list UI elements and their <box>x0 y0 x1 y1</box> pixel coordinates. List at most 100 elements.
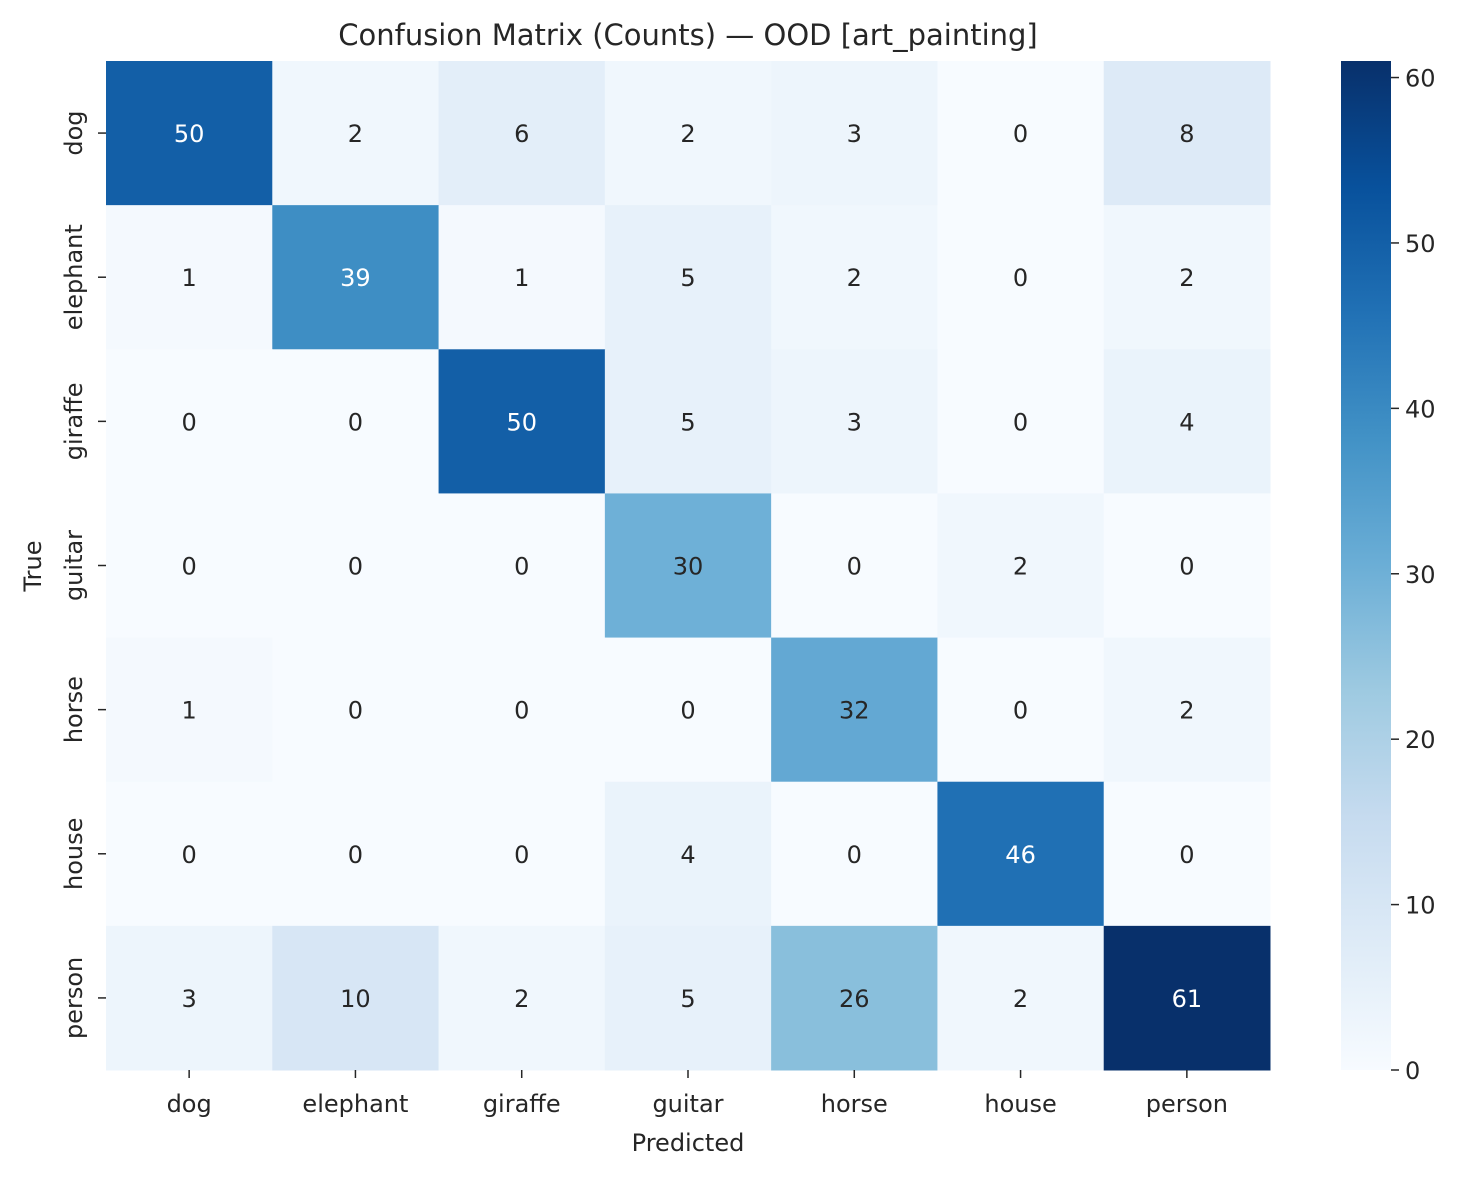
heatmap-cell <box>272 781 440 927</box>
heatmap-cell <box>771 493 938 639</box>
cell-value-label: 5 <box>680 408 695 436</box>
cell-value-label: 3 <box>847 408 862 436</box>
chart-title: Confusion Matrix (Counts) — OOD [art_pai… <box>338 18 1038 52</box>
y-tick-label: horse <box>60 676 88 743</box>
heatmap-cell <box>937 349 1105 494</box>
cell-value-label: 0 <box>348 697 363 725</box>
cell-value-label: 0 <box>348 841 363 869</box>
cell-value-label: 61 <box>1172 985 1203 1013</box>
heatmap-cell <box>272 349 440 494</box>
x-tick-label: guitar <box>652 1090 723 1118</box>
cell-value-label: 2 <box>680 120 695 148</box>
heatmap-cell <box>106 349 273 494</box>
cell-value-label: 0 <box>1013 408 1028 436</box>
heatmap-cell <box>438 781 606 927</box>
cell-value-label: 0 <box>1013 264 1028 292</box>
y-tick-label: giraffe <box>60 382 88 460</box>
heatmap-cell <box>937 493 1105 639</box>
y-axis-ticks: dog elephant giraffe guitar horse house person <box>60 110 106 1039</box>
cell-value-label: 26 <box>839 985 870 1013</box>
y-tick-label: house <box>60 818 88 890</box>
cell-value-label: 50 <box>506 408 537 436</box>
cell-value-label: 0 <box>1013 120 1028 148</box>
cell-value-label: 8 <box>1179 120 1194 148</box>
cell-value-label: 5 <box>680 264 695 292</box>
cell-value-label: 0 <box>514 697 529 725</box>
cell-value-label: 0 <box>680 697 695 725</box>
heatmap-cell <box>438 205 606 350</box>
cell-value-label: 0 <box>1013 697 1028 725</box>
cell-value-label: 2 <box>847 264 862 292</box>
heatmap-cell <box>272 493 440 639</box>
cell-value-label: 0 <box>514 553 529 581</box>
cell-value-label: 2 <box>1013 985 1028 1013</box>
cell-value-label: 0 <box>348 408 363 436</box>
heatmap-cell <box>272 205 440 350</box>
cell-value-label: 39 <box>340 264 371 292</box>
heatmap-cell <box>106 493 273 639</box>
cell-value-label: 0 <box>1179 553 1194 581</box>
cell-value-label: 2 <box>1179 697 1194 725</box>
cell-value-label: 2 <box>514 985 529 1013</box>
heatmap-cell <box>771 925 938 1071</box>
y-tick-label: elephant <box>60 224 88 330</box>
heatmap-cell <box>771 349 938 494</box>
cell-value-label: 0 <box>182 841 197 869</box>
x-tick-label: giraffe <box>483 1090 561 1118</box>
heatmap-cell <box>771 205 938 350</box>
y-tick-label: guitar <box>60 530 88 601</box>
cell-value-label: 0 <box>182 553 197 581</box>
cell-value-label: 2 <box>1179 264 1194 292</box>
cell-value-label: 6 <box>514 120 529 148</box>
heatmap-cell <box>604 781 772 927</box>
x-axis-label: Predicted <box>632 1129 745 1157</box>
colorbar-gradient <box>1341 61 1391 1070</box>
heatmap-cell <box>937 637 1105 783</box>
x-tick-label: house <box>984 1090 1056 1118</box>
heatmap-cell <box>1103 925 1271 1071</box>
cell-value-label: 1 <box>182 264 197 292</box>
cell-value-label: 30 <box>673 553 704 581</box>
heatmap-cell <box>272 925 440 1071</box>
cell-value-label: 3 <box>847 120 862 148</box>
heatmap-cell <box>438 61 606 206</box>
y-tick-label: dog <box>60 110 88 155</box>
cell-value-label: 0 <box>514 841 529 869</box>
heatmap-cell <box>438 637 606 783</box>
heatmap-cell <box>604 493 772 639</box>
cell-value-label: 4 <box>680 841 695 869</box>
heatmap-cell <box>771 61 938 206</box>
heatmap-cell <box>438 349 606 494</box>
cell-value-label: 1 <box>514 264 529 292</box>
cell-value-label: 0 <box>847 841 862 869</box>
cell-value-label: 50 <box>174 120 205 148</box>
cell-value-label: 0 <box>847 553 862 581</box>
colorbar-tick-label: 0 <box>1405 1057 1420 1085</box>
cell-value-label: 0 <box>348 553 363 581</box>
heatmap-cell <box>604 349 772 494</box>
cell-value-label: 2 <box>1013 553 1028 581</box>
heatmap-cell <box>771 781 938 927</box>
cell-value-label: 1 <box>182 697 197 725</box>
colorbar-tick-label: 10 <box>1405 892 1436 920</box>
heatmap-cell <box>604 61 772 206</box>
cell-value-label: 10 <box>340 985 371 1013</box>
heatmap-cell <box>937 61 1105 206</box>
x-tick-label: elephant <box>302 1090 408 1118</box>
colorbar-tick-label: 20 <box>1405 726 1436 754</box>
cell-value-label: 3 <box>182 985 197 1013</box>
heatmap-cell <box>106 205 273 350</box>
colorbar-tick-label: 50 <box>1405 230 1436 258</box>
colorbar-tick-label: 40 <box>1405 395 1436 423</box>
heatmap-cell <box>1103 349 1271 494</box>
cell-value-label: 5 <box>680 985 695 1013</box>
heatmap-cell <box>1103 493 1271 639</box>
cell-value-label: 32 <box>839 697 870 725</box>
heatmap-cell <box>106 61 273 206</box>
y-tick-label: person <box>60 957 88 1039</box>
heatmap-cell <box>272 61 440 206</box>
heatmap-cell <box>272 637 440 783</box>
colorbar: 0 10 20 30 40 50 60 <box>1341 61 1436 1085</box>
heatmap-cell <box>937 781 1105 927</box>
